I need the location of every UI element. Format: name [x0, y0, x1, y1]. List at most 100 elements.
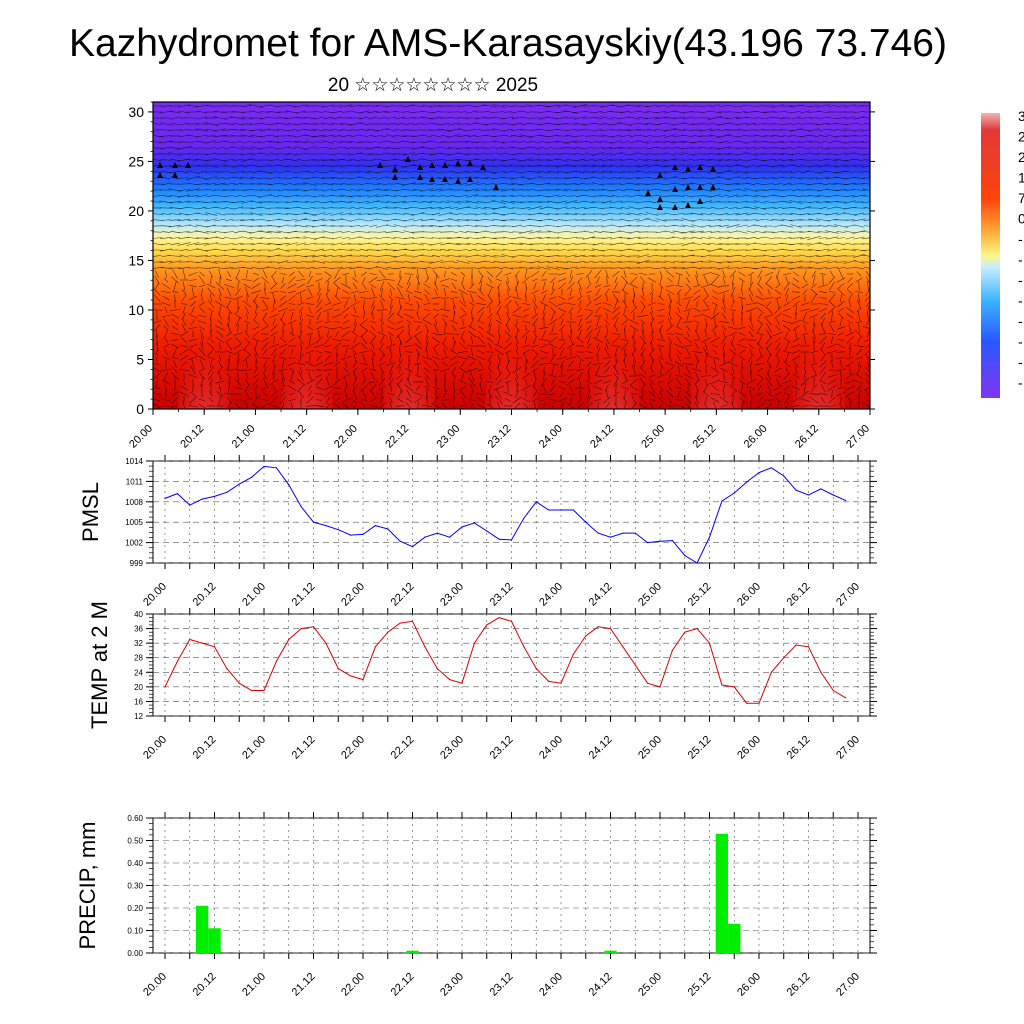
wind-arrow	[456, 147, 470, 149]
wind-arrow	[537, 266, 551, 270]
precip-x-tick-label: 27.00	[834, 971, 862, 999]
wind-arrow	[658, 295, 664, 301]
wind-arrow	[789, 134, 803, 138]
wind-arrow	[218, 383, 222, 393]
wind-arrow	[251, 171, 261, 173]
wind-arrow	[825, 266, 839, 270]
wind-arrow	[206, 224, 216, 228]
wind-arrow	[614, 282, 618, 290]
wind-arrow	[721, 312, 727, 320]
wind-arrow	[655, 111, 667, 113]
wind-arrow	[665, 362, 675, 366]
wind-arrow	[729, 349, 737, 355]
wind-arrow	[834, 183, 848, 185]
wind-arrow	[791, 153, 801, 155]
wind-arrow	[206, 188, 216, 192]
wind-arrow	[676, 354, 682, 362]
wind-arrow	[776, 354, 780, 362]
wind-arrow	[621, 289, 629, 295]
wind-arrow	[177, 200, 191, 204]
wind-arrow	[163, 371, 169, 381]
temp-2m-point	[226, 668, 228, 670]
wind-arrow	[665, 104, 675, 108]
wind-arrow	[521, 195, 531, 197]
wind-arrow	[845, 195, 855, 197]
wind-arrow	[163, 317, 169, 327]
wind-arrow	[416, 312, 420, 320]
wind-arrow	[412, 260, 424, 264]
temp-2m-point	[337, 668, 339, 670]
wind-arrow	[303, 219, 317, 221]
wind-arrow	[381, 287, 383, 297]
temp-2m-point	[436, 668, 438, 670]
wind-arrow	[628, 182, 640, 186]
wind-arrow	[178, 266, 190, 270]
wind-arrow	[701, 337, 711, 343]
wind-arrow	[853, 266, 865, 270]
wind-arrow	[161, 219, 171, 221]
wind-arrow	[692, 171, 702, 173]
wind-arrow	[325, 372, 331, 380]
pmsl-point	[213, 495, 216, 497]
wind-arrow	[711, 374, 719, 378]
wind-arrow	[426, 346, 428, 358]
wind-arrow	[477, 349, 485, 355]
wind-arrow	[378, 270, 386, 278]
wind-arrow	[188, 117, 198, 119]
temp-2m-point	[659, 686, 661, 688]
wind-arrow	[533, 355, 537, 361]
wind-arrow	[637, 110, 649, 114]
wind-arrow	[717, 261, 731, 263]
wind-arrow	[541, 329, 547, 339]
wind-arrow	[334, 269, 340, 279]
wind-arrow	[863, 219, 870, 221]
wind-arrow	[288, 271, 296, 277]
wind-arrow	[215, 336, 225, 344]
precip-bar	[208, 928, 221, 953]
wind-arrow	[619, 111, 631, 113]
wind-arrow	[206, 135, 216, 137]
wind-arrow	[853, 141, 865, 143]
wind-arrow	[640, 348, 646, 356]
wind-arrow	[600, 128, 614, 132]
wind-arrow	[405, 336, 413, 344]
wind-arrow	[163, 337, 169, 343]
wind-arrow	[369, 272, 377, 276]
wind-arrow	[665, 284, 675, 288]
wind-arrow	[153, 403, 161, 409]
wind-arrow	[412, 111, 424, 113]
wind-arrow	[369, 320, 377, 324]
wind-arrow	[685, 283, 691, 289]
wind-arrow	[314, 147, 324, 149]
wind-arrow	[846, 336, 854, 344]
wind-arrow	[386, 267, 396, 269]
wind-arrow	[846, 307, 854, 313]
wind-arrow	[313, 177, 325, 179]
wind-arrow	[782, 350, 792, 354]
wind-arrow	[582, 236, 596, 240]
wind-arrow	[856, 307, 862, 313]
wind-arrow	[511, 170, 523, 174]
wind-arrow	[512, 212, 522, 216]
wind-arrow	[619, 212, 631, 216]
wind-arrow	[357, 170, 371, 174]
wind-arrow	[475, 230, 487, 234]
wind-arrow	[324, 390, 332, 398]
wind-arrow	[468, 325, 476, 331]
wind-arrow	[240, 176, 254, 180]
wind-arrow	[657, 303, 665, 305]
wind-arrow	[501, 195, 515, 197]
wind-arrow	[270, 282, 278, 290]
wind-arrow	[694, 395, 700, 405]
wind-arrow	[575, 194, 585, 198]
wind-arrow	[847, 320, 853, 324]
wind-arrow	[493, 225, 505, 227]
wind-arrow	[513, 402, 521, 409]
wind-arrow	[407, 275, 411, 285]
wind-arrow	[601, 176, 613, 180]
wind-arrow	[738, 271, 746, 277]
wind-arrowhead	[710, 184, 716, 190]
wind-arrow	[420, 153, 434, 155]
wind-arrow	[162, 295, 170, 301]
pmsl-point	[238, 483, 240, 485]
